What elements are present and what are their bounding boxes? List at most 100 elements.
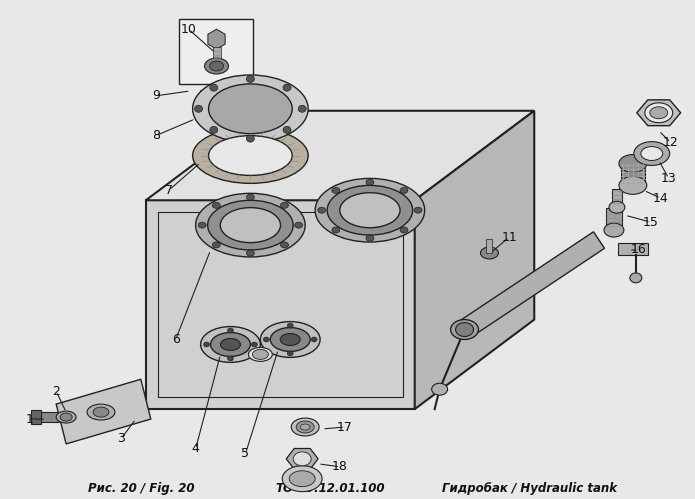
Ellipse shape xyxy=(630,273,641,283)
Ellipse shape xyxy=(318,207,326,213)
Ellipse shape xyxy=(298,105,306,112)
Ellipse shape xyxy=(634,142,670,166)
Ellipse shape xyxy=(327,186,413,235)
Ellipse shape xyxy=(300,424,310,430)
Bar xyxy=(213,47,220,67)
Bar xyxy=(621,164,645,185)
Ellipse shape xyxy=(311,337,317,342)
Ellipse shape xyxy=(87,404,115,420)
Ellipse shape xyxy=(93,407,109,417)
Ellipse shape xyxy=(366,235,374,241)
Polygon shape xyxy=(56,379,151,444)
Ellipse shape xyxy=(60,413,72,421)
Ellipse shape xyxy=(432,383,448,395)
Text: 1: 1 xyxy=(25,413,33,426)
Ellipse shape xyxy=(283,84,291,91)
Polygon shape xyxy=(146,111,534,200)
Bar xyxy=(31,410,41,424)
Ellipse shape xyxy=(208,84,292,134)
Ellipse shape xyxy=(211,332,250,356)
FancyBboxPatch shape xyxy=(179,19,254,84)
Text: Гидробак / Hydraulic tank: Гидробак / Hydraulic tank xyxy=(442,482,617,495)
Text: 17: 17 xyxy=(337,421,353,434)
Ellipse shape xyxy=(280,333,300,345)
Ellipse shape xyxy=(296,421,314,433)
Ellipse shape xyxy=(291,418,319,436)
Ellipse shape xyxy=(283,126,291,133)
Bar xyxy=(486,239,493,253)
Ellipse shape xyxy=(332,188,340,194)
Ellipse shape xyxy=(450,319,478,339)
Bar xyxy=(39,412,59,422)
Ellipse shape xyxy=(204,58,229,74)
Bar xyxy=(612,189,622,207)
Text: ТО-49.12.01.100: ТО-49.12.01.100 xyxy=(275,482,385,495)
Ellipse shape xyxy=(400,188,408,194)
Polygon shape xyxy=(146,200,415,409)
Text: 18: 18 xyxy=(332,460,348,473)
Ellipse shape xyxy=(270,327,310,351)
Ellipse shape xyxy=(287,323,293,328)
Text: 13: 13 xyxy=(661,172,677,185)
Polygon shape xyxy=(286,449,318,469)
Ellipse shape xyxy=(212,242,220,248)
Ellipse shape xyxy=(650,107,668,119)
Ellipse shape xyxy=(340,193,400,228)
Ellipse shape xyxy=(227,328,234,333)
Ellipse shape xyxy=(210,61,224,71)
Text: 4: 4 xyxy=(192,443,199,456)
Ellipse shape xyxy=(400,227,408,233)
Ellipse shape xyxy=(281,242,288,248)
Ellipse shape xyxy=(220,208,281,243)
Ellipse shape xyxy=(414,207,422,213)
Ellipse shape xyxy=(480,247,498,259)
Ellipse shape xyxy=(198,222,206,228)
Ellipse shape xyxy=(212,203,220,208)
Ellipse shape xyxy=(210,126,218,133)
Ellipse shape xyxy=(641,147,663,161)
Ellipse shape xyxy=(204,342,210,347)
Ellipse shape xyxy=(455,322,473,336)
Ellipse shape xyxy=(247,75,254,82)
Polygon shape xyxy=(208,29,225,49)
Text: 9: 9 xyxy=(152,89,160,102)
Text: 15: 15 xyxy=(643,216,659,229)
Text: 3: 3 xyxy=(117,433,125,446)
Ellipse shape xyxy=(252,342,257,347)
Ellipse shape xyxy=(193,75,308,143)
Text: 11: 11 xyxy=(502,231,517,244)
Polygon shape xyxy=(459,232,605,338)
Ellipse shape xyxy=(645,103,673,123)
Ellipse shape xyxy=(366,179,374,185)
Ellipse shape xyxy=(195,193,305,257)
Polygon shape xyxy=(637,100,680,126)
Ellipse shape xyxy=(293,452,311,466)
Ellipse shape xyxy=(227,356,234,361)
Ellipse shape xyxy=(609,201,625,213)
Ellipse shape xyxy=(208,136,292,176)
Ellipse shape xyxy=(619,155,647,173)
Ellipse shape xyxy=(295,222,302,228)
Ellipse shape xyxy=(289,471,315,487)
Text: 5: 5 xyxy=(241,448,250,461)
Text: 14: 14 xyxy=(653,192,669,205)
Ellipse shape xyxy=(282,466,322,492)
Ellipse shape xyxy=(210,84,218,91)
Text: 10: 10 xyxy=(181,23,197,36)
Ellipse shape xyxy=(220,338,240,350)
Ellipse shape xyxy=(247,135,254,142)
Ellipse shape xyxy=(208,200,293,250)
Bar xyxy=(606,208,622,230)
Ellipse shape xyxy=(604,223,624,237)
Ellipse shape xyxy=(315,179,425,242)
Ellipse shape xyxy=(619,177,647,194)
Ellipse shape xyxy=(248,347,272,361)
Ellipse shape xyxy=(56,411,76,423)
Ellipse shape xyxy=(247,194,254,200)
Ellipse shape xyxy=(287,351,293,356)
Ellipse shape xyxy=(281,203,288,208)
Text: 12: 12 xyxy=(663,136,678,149)
Ellipse shape xyxy=(201,326,261,362)
Text: 6: 6 xyxy=(172,333,179,346)
Ellipse shape xyxy=(263,337,270,342)
